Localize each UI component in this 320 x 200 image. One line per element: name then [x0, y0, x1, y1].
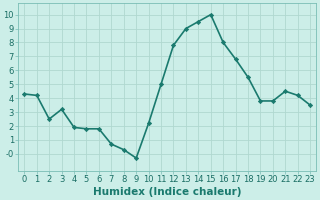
X-axis label: Humidex (Indice chaleur): Humidex (Indice chaleur) — [93, 187, 242, 197]
